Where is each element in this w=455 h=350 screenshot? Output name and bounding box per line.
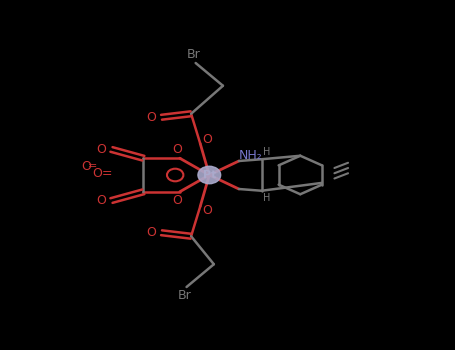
- Text: H: H: [263, 194, 271, 203]
- Text: O: O: [172, 143, 182, 156]
- Text: O: O: [147, 111, 157, 124]
- Text: O: O: [147, 226, 157, 239]
- Text: O: O: [81, 160, 91, 173]
- Text: NH₂: NH₂: [238, 149, 262, 162]
- Text: O: O: [172, 194, 182, 207]
- Text: O: O: [96, 143, 106, 156]
- Text: Br: Br: [177, 289, 191, 302]
- Text: O=: O=: [92, 167, 113, 180]
- Text: O: O: [96, 194, 106, 207]
- Text: O: O: [202, 204, 212, 217]
- Text: Pt: Pt: [202, 170, 216, 180]
- Text: H: H: [263, 147, 271, 156]
- Text: O: O: [202, 133, 212, 146]
- Circle shape: [198, 166, 221, 184]
- Text: Br: Br: [187, 48, 200, 61]
- Text: =: =: [88, 161, 97, 171]
